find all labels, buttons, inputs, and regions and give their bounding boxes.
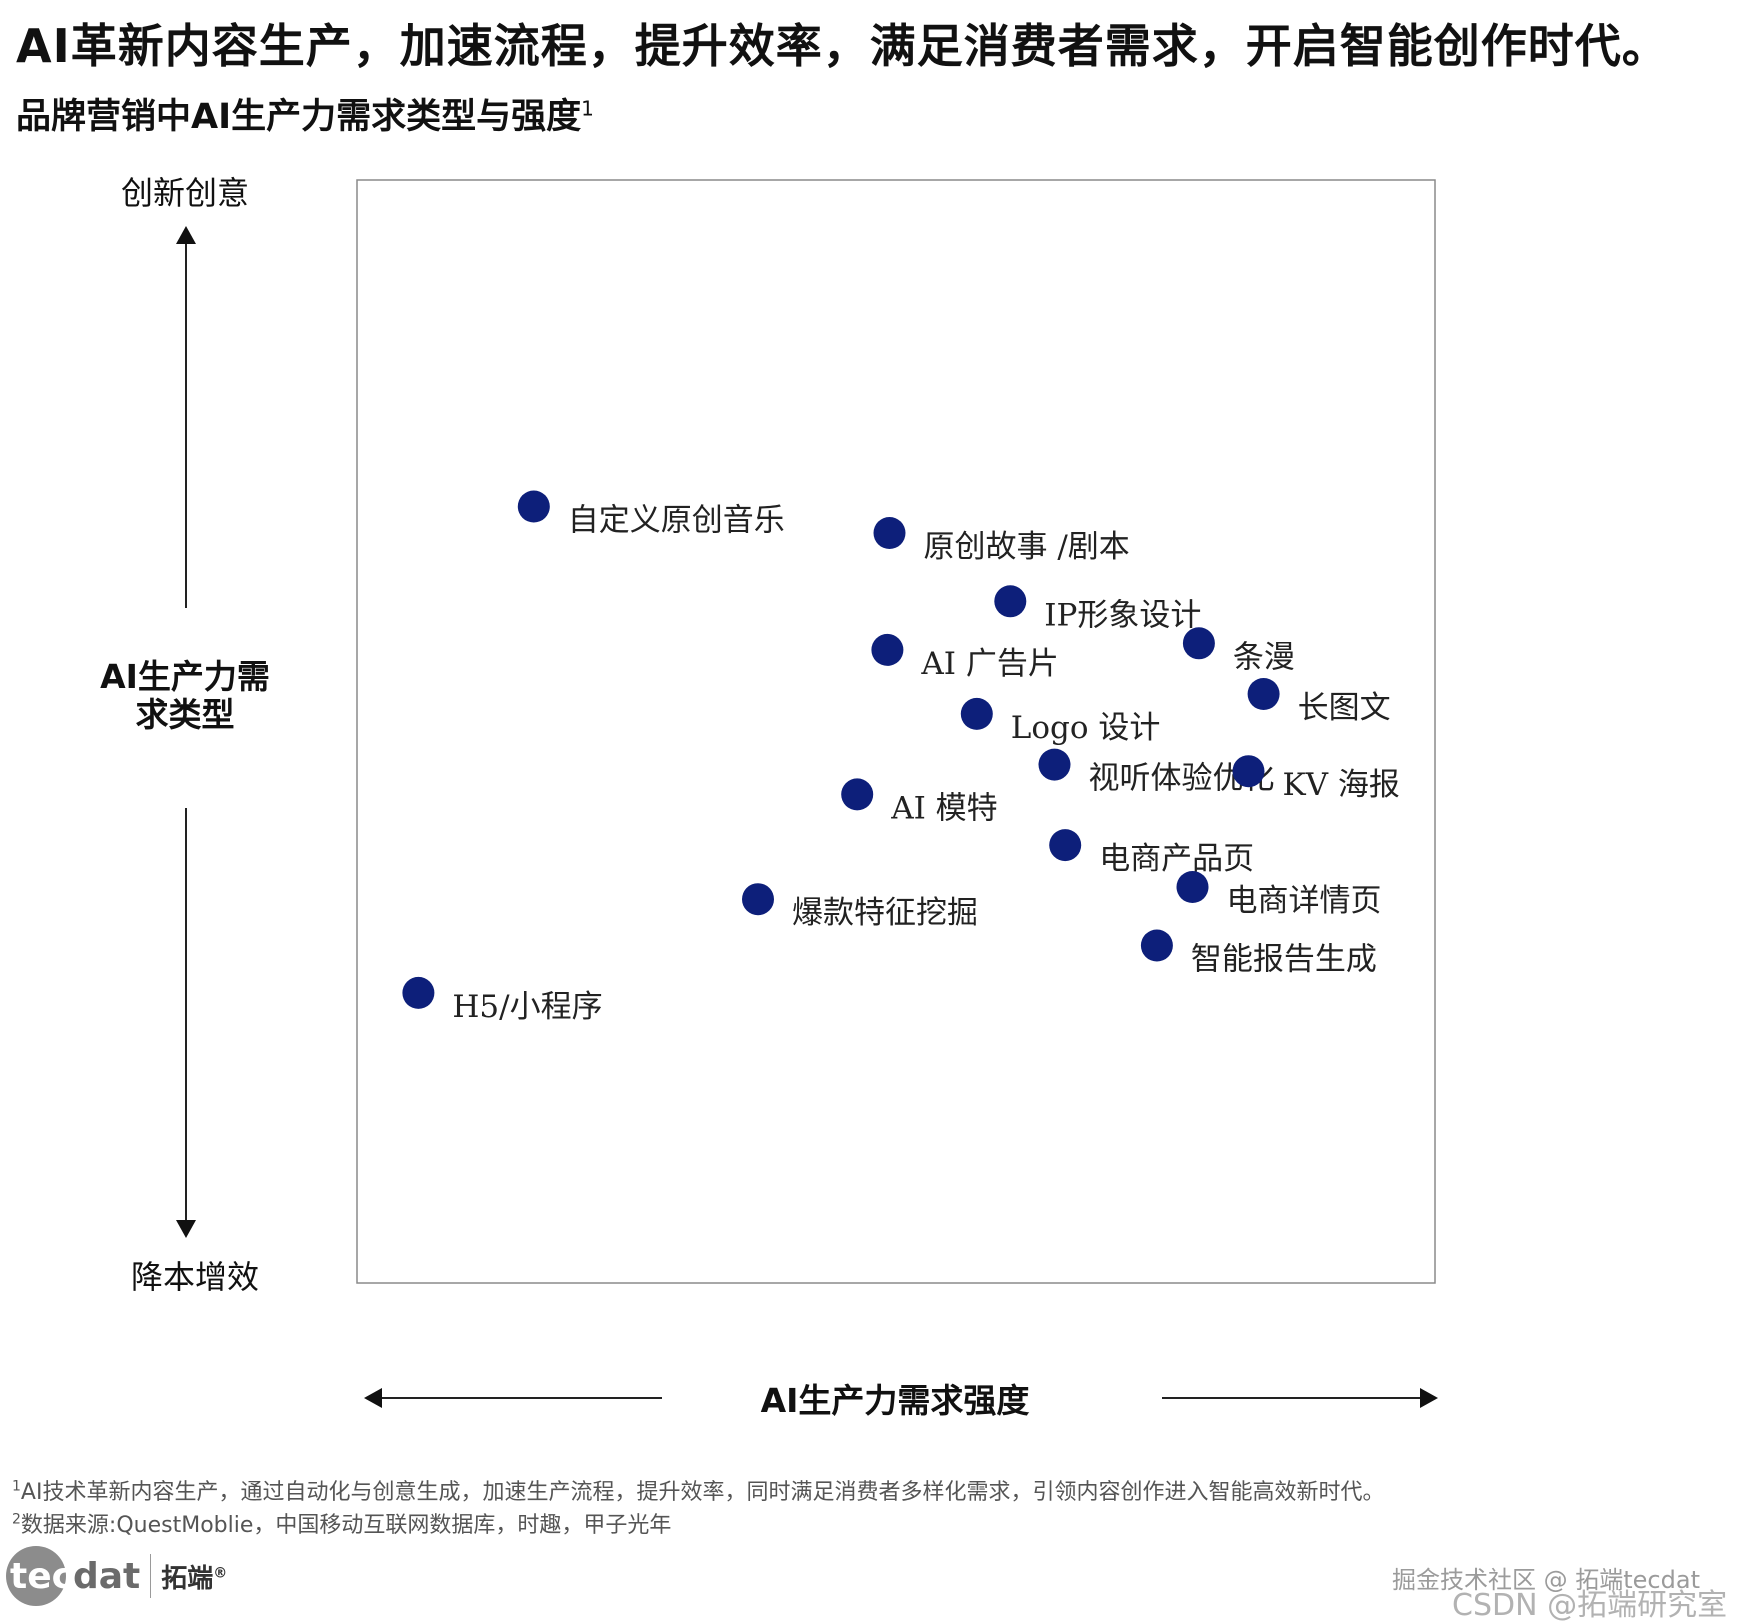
y-axis-top-label: 创新创意 [120, 174, 249, 212]
logo-wordmark: tecdat [6, 1556, 140, 1597]
watermark-juejin: 掘金技术社区 @ 拓端tecdat [1392, 1566, 1700, 1594]
subtitle-footnote-mark: 1 [581, 96, 594, 121]
logo-wordmark-prefix: tec [10, 1555, 73, 1597]
data-point [1232, 755, 1265, 788]
logo-chinese-name: 拓端® [161, 1558, 227, 1595]
data-point-label: 原创故事 /剧本 [924, 529, 1130, 565]
subtitle: 品牌营销中AI生产力需求类型与强度1 [16, 88, 594, 139]
data-point [873, 517, 906, 549]
plot-frame [356, 179, 1436, 1284]
y-axis-up-arrowhead [176, 226, 196, 244]
y-axis-down-arrowhead [176, 1220, 196, 1238]
data-point-label: Logo 设计 [1011, 710, 1161, 746]
footnote-2-mark: 2 [12, 1511, 21, 1528]
data-point [960, 697, 993, 730]
data-point-label: 智能报告生成 [1191, 942, 1377, 978]
footnote-1-mark: 1 [12, 1478, 21, 1495]
subtitle-text: 品牌营销中AI生产力需求类型与强度 [16, 97, 582, 137]
data-point [994, 585, 1027, 618]
footnote-1-text: AI技术革新内容生产，通过自动化与创意生成，加速生产流程，提升效率，同时满足消费… [20, 1480, 1385, 1505]
data-point [1140, 929, 1173, 962]
data-point [1049, 829, 1082, 862]
data-point-label: 条漫 [1233, 639, 1295, 675]
data-point-label: IP形象设计 [1044, 597, 1201, 633]
headline: AI革新内容生产，加速流程，提升效率，满足消费者需求，开启智能创作时代。 [16, 19, 1669, 73]
data-point-label: 电商产品页 [1099, 841, 1254, 877]
logo-divider [150, 1554, 152, 1598]
data-point [1182, 627, 1215, 660]
data-point [841, 778, 874, 811]
logo-wordmark-suffix: dat [72, 1555, 141, 1597]
data-point [742, 883, 774, 916]
data-point [517, 490, 550, 523]
data-point [1176, 871, 1209, 903]
data-point-label: 长图文 [1298, 690, 1391, 726]
data-point [871, 633, 904, 666]
y-axis-title: AI生产力需求类型 [100, 657, 270, 734]
footnote-2: 2数据来源:QuestMoblie，中国移动互联网数据库，时趣，甲子光年 [12, 1507, 671, 1539]
data-point-label: 自定义原创音乐 [568, 503, 785, 539]
footnote-1: 1AI技术革新内容生产，通过自动化与创意生成，加速生产流程，提升效率，同时满足消… [12, 1474, 1384, 1506]
data-point [1247, 678, 1280, 710]
logo-cn-text: 拓端 [161, 1563, 214, 1594]
data-point [402, 976, 435, 1009]
logo-circle-icon [6, 1546, 66, 1606]
data-point-label: AI 模特 [890, 790, 998, 826]
data-point [1038, 748, 1071, 781]
y-axis-bottom-label: 降本增效 [130, 1258, 259, 1296]
data-point-label: 爆款特征挖掘 [792, 895, 978, 931]
x-axis-right-arrowhead [1420, 1388, 1438, 1408]
data-point-label: 电商详情页 [1227, 883, 1382, 919]
data-point-label: H5/小程序 [452, 989, 602, 1025]
x-axis-left-arrowhead [364, 1388, 382, 1408]
data-point-label: AI 广告片 [920, 646, 1059, 682]
brand-logo: tecdat 拓端® [6, 1544, 227, 1608]
watermark-csdn: CSDN @拓端研究室 [1452, 1588, 1728, 1623]
footnote-2-text: 数据来源:QuestMoblie，中国移动互联网数据库，时趣，甲子光年 [20, 1513, 672, 1538]
data-point-label: KV 海报 [1283, 767, 1400, 803]
x-axis-title: AI生产力需求强度 [760, 1381, 1030, 1420]
logo-registered-mark: ® [213, 1564, 228, 1581]
